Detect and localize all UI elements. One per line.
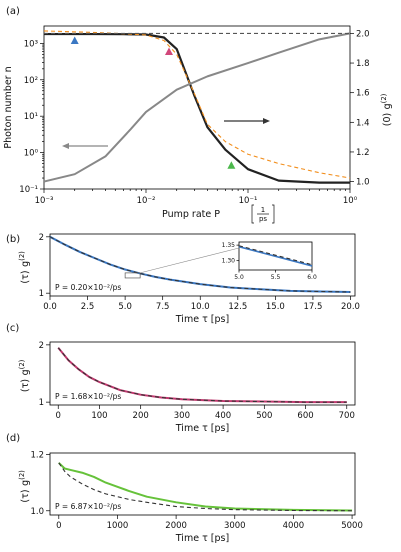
panel-c-ytick-label: 2 <box>39 341 44 351</box>
panel-b-inset-xtick-label: 5.5 <box>271 274 281 281</box>
panel-b-xtick-label: 0.0 <box>43 302 57 312</box>
panel-c-ytick-label: 1 <box>39 398 44 408</box>
panel-a-frame <box>43 25 351 190</box>
panel-b-xtick-label: 7.5 <box>156 302 170 312</box>
panel-b-xtick-label: 2.5 <box>81 302 95 312</box>
panel-a-xlabel-unit: 1ps <box>251 204 275 224</box>
panel-b-xtick-label: 5.0 <box>118 302 132 312</box>
panel-c-xlabel: Time τ [ps] <box>175 423 229 434</box>
panel-c-annotation: P = 1.68×10⁻²/ps <box>55 392 121 401</box>
panel-b-xtick-label: 17.5 <box>303 302 322 312</box>
panel-b-inset-series-1 <box>238 245 313 266</box>
panel-a-arrowhead-left <box>62 143 69 149</box>
panel-b-ytick-label: 1 <box>39 289 44 299</box>
panel-d-xtick-label: 3000 <box>224 521 246 531</box>
panel-c-xtick-label: 400 <box>215 411 231 421</box>
panel-d-xtick-label: 4000 <box>283 521 305 531</box>
panel-c-xtick-label: 300 <box>174 411 190 421</box>
panel-a-rtick-label: 1.0 <box>356 178 370 188</box>
panel-a-rtick-label: 1.6 <box>356 89 370 99</box>
panel-a-label: (a) <box>6 6 20 17</box>
panel-b-ylabel-suffix: (τ) <box>20 270 31 283</box>
panel-b-annotation: P = 0.20×10⁻²/ps <box>55 283 121 292</box>
panel-d-ylabel-suffix: (τ) <box>20 489 31 502</box>
panel-a-xtick-label: 10⁻¹ <box>239 196 258 206</box>
panel-a-unit-den: ps <box>259 215 267 223</box>
panel-b-xtick-label: 10.0 <box>191 302 210 312</box>
panel-b: (b) 0.0 2.5 5.0 7.5 10.0 12.5 15.0 17.5 20.0 1 2 Tim… <box>6 233 360 325</box>
panel-c-ylabel: g(2) <box>18 359 31 375</box>
panel-b-inset-ytick-label: 1.35 <box>222 242 236 249</box>
panel-b-series-1 <box>49 236 351 293</box>
panel-a-unit-brackets <box>251 204 275 224</box>
panel-a-marker-0 <box>70 36 79 44</box>
panel-d-ytick-label: 1.2 <box>30 450 44 460</box>
panel-a-arrowhead-right <box>263 118 270 124</box>
panel-b-ylabel: g(2) <box>18 251 31 267</box>
panel-c: (c) 0 100 200 300 400 500 600 700 1 2 Time τ [ps] g(… <box>6 323 356 434</box>
panel-d-xtick-label: 2000 <box>165 521 187 531</box>
panel-d-xlabel: Time τ [ps] <box>175 533 229 544</box>
panel-c-xtick-label: 200 <box>133 411 149 421</box>
panel-d: (d) 0 1000 2000 3000 4000 5000 1.0 1.2 Time τ [ps… <box>6 433 363 544</box>
panel-a-marker-1 <box>164 47 173 55</box>
panel-a-xtick-label: 10⁻² <box>137 196 156 206</box>
panel-c-ylabel-suffix: (τ) <box>20 379 31 392</box>
panel-d-xtick-label: 5000 <box>341 521 363 531</box>
panel-a-ytick-label: 10³ <box>24 39 38 49</box>
panel-c-xtick-label: 700 <box>339 411 355 421</box>
panel-a-ytick-label: 10¹ <box>24 112 38 122</box>
panel-b-ytick-label: 2 <box>39 233 44 243</box>
panel-a-xlabel: Pump rate P <box>162 209 220 220</box>
panel-d-xtick-label: 0 <box>56 521 61 531</box>
panel-a-rtick-label: 2.0 <box>356 29 370 39</box>
panel-a-xtick-label: 10⁻³ <box>35 196 54 206</box>
panel-c-frame <box>49 341 356 406</box>
panel-a-marker-2 <box>227 161 236 169</box>
panel-b-xtick-label: 20.0 <box>341 302 360 312</box>
panel-a-rtick-label: 1.2 <box>356 148 370 158</box>
panel-a-ylabel-right-suffix: (0) <box>382 113 393 126</box>
panel-b-inset-series-0 <box>238 245 313 267</box>
panel-a-unit-num: 1 <box>261 206 265 214</box>
panel-a-ytick-label: 10² <box>24 76 38 86</box>
panel-a-ylabel-right: g(2) <box>380 93 393 109</box>
panel-a-rtick-label: 1.8 <box>356 59 370 69</box>
panel-d-ytick-label: 1.0 <box>30 507 44 517</box>
panel-b-inset-xtick-label: 5.0 <box>234 274 244 281</box>
panel-a-ylabel-left: Photon number n <box>3 66 14 148</box>
panel-c-xtick-label: 600 <box>297 411 313 421</box>
panel-a-ytick-label: 10⁻¹ <box>19 185 38 195</box>
panel-b-inset-xtick-label: 6.0 <box>307 274 317 281</box>
panel-b-zoom-box <box>124 272 141 279</box>
panel-b-frame <box>49 233 356 297</box>
panel-a-rtick-label: 1.4 <box>356 118 370 128</box>
panel-b-xtick-label: 12.5 <box>228 302 247 312</box>
panel-c-xtick-label: 500 <box>256 411 272 421</box>
panel-d-frame <box>49 452 356 516</box>
panel-a: (a) 10⁻³ 10⁻² 10⁻¹ 10⁰ 10⁻¹ 10⁰ 10¹ 10² 10³ 1.0 1.2… <box>3 6 393 224</box>
panel-c-xtick-label: 0 <box>56 411 61 421</box>
panel-b-xlabel: Time τ [ps] <box>175 314 229 325</box>
panel-a-xtick-label: 10⁰ <box>343 196 358 206</box>
panel-b-inset-ytick-label: 1.30 <box>222 258 236 265</box>
panel-d-xtick-label: 1000 <box>107 521 129 531</box>
panel-d-ylabel: g(2) <box>18 470 31 486</box>
panel-c-xtick-label: 100 <box>91 411 107 421</box>
panel-a-series-2 <box>43 32 351 183</box>
panel-d-annotation: P = 6.87×10⁻²/ps <box>55 502 121 511</box>
panel-b-zoom-connector <box>140 247 240 274</box>
panel-b-xtick-label: 15.0 <box>266 302 285 312</box>
panel-c-series-1 <box>57 347 347 403</box>
panel-c-label: (c) <box>6 323 19 334</box>
panel-a-series-0 <box>44 32 350 184</box>
panel-b-label: (b) <box>6 234 20 245</box>
panel-d-series-0 <box>58 462 353 512</box>
panel-d-label: (d) <box>6 433 20 444</box>
panel-d-series-1 <box>58 462 353 512</box>
panel-a-ytick-label: 10⁰ <box>24 149 39 159</box>
